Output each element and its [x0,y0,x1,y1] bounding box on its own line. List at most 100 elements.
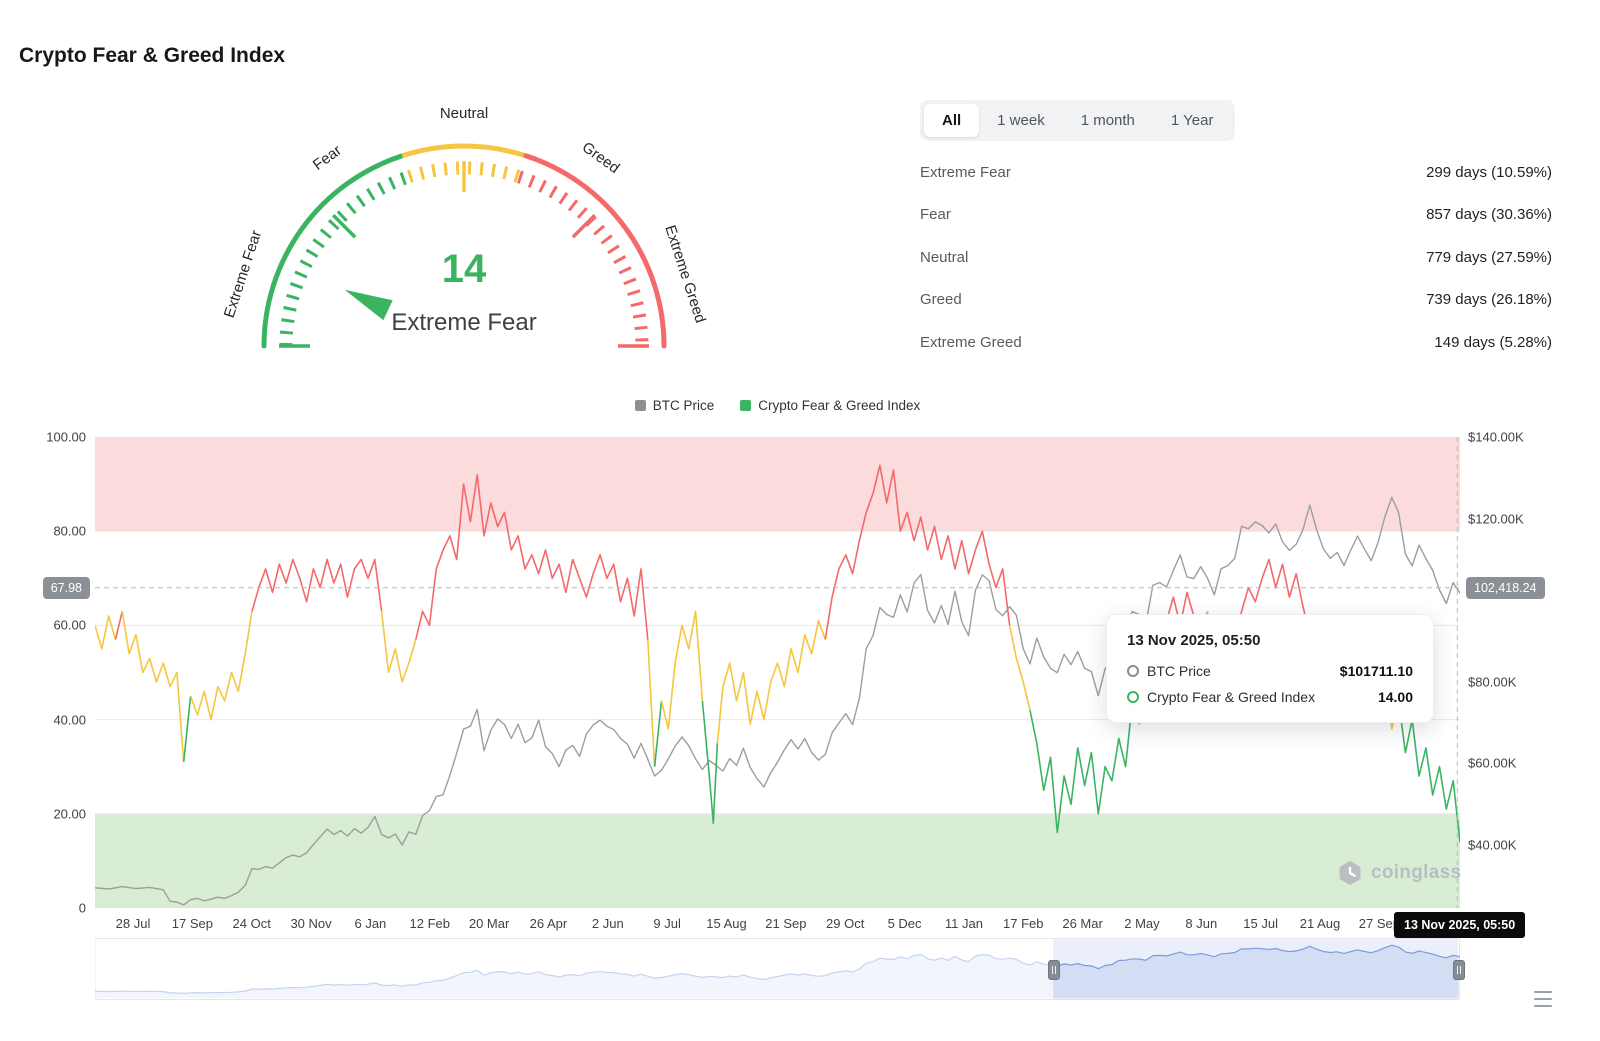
gauge-zone-extreme-greed: Extreme Greed [661,223,709,325]
tooltip-label: BTC Price [1147,663,1211,679]
y-axis-label-left: 100.00 [46,429,86,445]
x-axis-label: 17 Sep [171,916,213,931]
tab-1-year[interactable]: 1 Year [1153,104,1232,137]
stat-value: 299 days (10.59%) [1426,163,1552,181]
tooltip-row-fgi: Crypto Fear & Greed Index 14.00 [1127,689,1413,705]
stat-label: Neutral [920,248,969,266]
main-chart-plot[interactable] [95,437,1460,908]
gauge-status-label: Extreme Fear [391,309,536,336]
x-axis-label: 8 Jun [1185,916,1218,931]
x-axis-label: 24 Oct [232,916,271,931]
crosshair-date-pill: 13 Nov 2025, 05:50 [1394,912,1526,938]
x-axis-label: 12 Feb [409,916,450,931]
stat-label: Extreme Fear [920,163,1011,181]
y-axis-label-left: 0 [78,900,86,916]
stat-value: 739 days (26.18%) [1426,291,1552,309]
fear-greed-gauge: 14 Extreme Fear Extreme Fear Fear Neutra… [214,86,714,386]
legend-label: Crypto Fear & Greed Index [758,398,921,413]
fgi-marker-icon [1127,691,1139,703]
chart-legend: BTC Price Crypto Fear & Greed Index [95,398,1460,413]
navigator-left-handle[interactable] [1048,960,1061,980]
stat-label: Greed [920,291,962,309]
x-axis-label: 9 Jul [653,916,681,931]
x-axis-label: 30 Nov [290,916,332,931]
stat-label: Extreme Greed [920,333,1022,351]
x-axis-label: 21 Sep [765,916,807,931]
stat-row-neutral: Neutral 779 days (27.59%) [920,236,1552,279]
legend-label: BTC Price [652,398,715,413]
legend-item-btc-price[interactable]: BTC Price [634,398,715,413]
gauge-needle [344,289,393,321]
stat-row-greed: Greed 739 days (26.18%) [920,279,1552,322]
coinglass-logo-icon [1339,861,1361,885]
x-axis-label: 21 Aug [1299,916,1341,931]
navigator-right-handle[interactable] [1452,960,1465,980]
gauge-value: 14 [442,247,487,291]
tooltip-label: Crypto Fear & Greed Index [1147,689,1316,705]
x-axis-label: 15 Jul [1243,916,1278,931]
stat-row-fear: Fear 857 days (30.36%) [920,194,1552,237]
x-axis-label: 2 Jun [591,916,624,931]
gauge-zone-greed: Greed [579,139,623,177]
chart-tooltip: 13 Nov 2025, 05:50 BTC Price $101711.10 … [1106,614,1434,723]
x-axis-label: 26 Mar [1062,916,1103,931]
x-axis-label: 29 Oct [826,916,865,931]
tooltip-value: 14.00 [1377,689,1413,705]
y-axis-label-right: $80.00K [1468,674,1517,690]
gauge-arc-green [261,153,405,349]
y-axis-label-left: 20.00 [53,806,86,822]
y-axis-label-right: $40.00K [1468,837,1517,853]
x-axis-label: 20 Mar [468,916,510,931]
btc-legend-swatch [634,400,646,411]
x-axis-label: 26 Apr [529,916,568,931]
gauge-ticks-red [516,170,649,347]
range-navigator[interactable] [95,938,1460,1000]
page-title: Crypto Fear & Greed Index [19,44,286,67]
zone-stats: Extreme Fear 299 days (10.59%) Fear 857 … [920,151,1552,364]
x-axis-label: 17 Feb [1003,916,1044,931]
x-axis-label: 5 Dec [887,916,922,931]
x-axis-label: 6 Jan [354,916,387,931]
x-axis-label: 11 Jan [944,916,983,931]
stat-value: 779 days (27.59%) [1426,248,1552,266]
stat-label: Fear [920,206,951,224]
y-axis-label-left: 40.00 [53,712,86,728]
crosshair-right-value-pill: 102,418.24 [1466,576,1545,599]
stat-row-extreme-greed: Extreme Greed 149 days (5.28%) [920,321,1552,364]
y-axis-label-right: $140.00K [1468,429,1524,445]
y-axis-label-left: 80.00 [53,523,86,539]
tab-1-week[interactable]: 1 week [979,104,1063,137]
gauge-zone-fear: Fear [310,142,345,174]
gauge-arc-red [523,153,667,349]
y-axis-label-right: $60.00K [1468,755,1517,771]
gauge-ticks-green [279,170,412,347]
chart-menu-icon[interactable] [1534,991,1552,1007]
stat-value: 857 days (30.36%) [1426,206,1552,224]
crosshair-left-value-pill: 67.98 [42,576,90,599]
gauge-zone-extreme-fear: Extreme Fear [221,228,265,320]
tooltip-row-btc: BTC Price $101711.10 [1127,663,1413,679]
tooltip-date: 13 Nov 2025, 05:50 [1127,632,1261,649]
legend-item-fear-greed[interactable]: Crypto Fear & Greed Index [740,398,920,413]
x-axis-label: 27 Sep [1358,916,1400,931]
btc-marker-icon [1127,665,1139,677]
tooltip-value: $101711.10 [1339,663,1413,679]
tab-all[interactable]: All [924,104,980,137]
gauge-zone-neutral: Neutral [440,105,488,122]
watermark-text: coinglass [1371,862,1462,883]
range-tabs: All 1 week 1 month 1 Year [920,100,1236,141]
stat-value: 149 days (5.28%) [1434,333,1552,351]
gauge-major-ticks [279,161,649,348]
tab-1-month[interactable]: 1 month [1063,104,1153,137]
gauge-svg: 14 Extreme Fear Extreme Fear Fear Neutra… [221,105,709,349]
fgi-legend-swatch [740,400,752,411]
y-axis-label-left: 60.00 [53,617,86,633]
stat-row-extreme-fear: Extreme Fear 299 days (10.59%) [920,151,1552,194]
coinglass-watermark: coinglass [1337,860,1461,886]
y-axis-label-right: $120.00K [1468,511,1524,527]
x-axis-label: 28 Jul [115,916,151,931]
gauge-arc-yellow [401,143,527,159]
x-axis-label: 2 May [1124,916,1160,931]
x-axis-label: 15 Aug [706,916,747,931]
